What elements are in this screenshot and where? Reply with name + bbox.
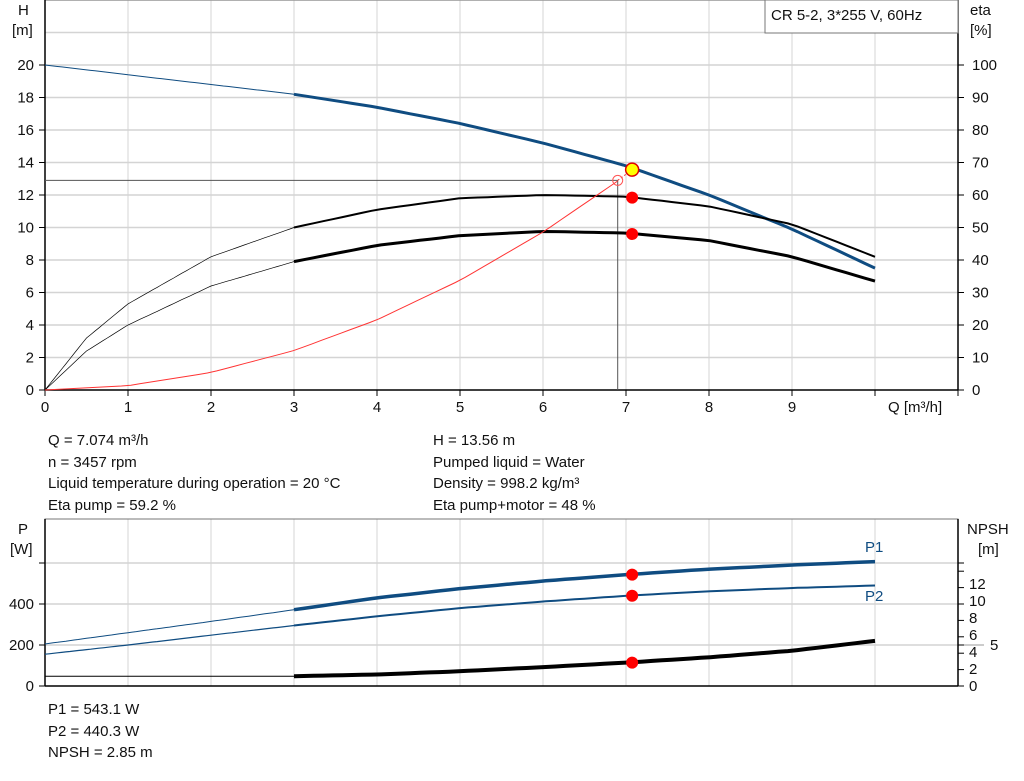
y-tick-label-right: 6 xyxy=(969,627,977,644)
density-value: Density = 998.2 kg/m³ xyxy=(433,475,580,492)
y-tick-label-left: 14 xyxy=(17,155,34,172)
y-tick-label-left: 8 xyxy=(26,252,34,269)
y-tick-label-right: 90 xyxy=(972,90,989,107)
H-curve xyxy=(293,92,876,270)
y-axis-unit-right: [%] xyxy=(970,22,992,39)
npsh-duty-marker xyxy=(626,656,639,669)
y-tick-label-left: 2 xyxy=(26,350,34,367)
eta_pump-curve-thin xyxy=(44,227,295,391)
duty-info-left: Q = 7.074 m³/h n = 3457 rpm Liquid tempe… xyxy=(48,430,340,516)
y-axis-unit-left: [m] xyxy=(12,22,33,39)
P2-curve-thin xyxy=(44,624,295,655)
x-tick-label: 1 xyxy=(124,399,132,416)
y-tick-label-right: 10 xyxy=(969,593,986,610)
x-tick-label: 7 xyxy=(622,399,630,416)
x-tick-label: 4 xyxy=(373,399,381,416)
legend-text: CR 5-2, 3*255 V, 60Hz xyxy=(771,7,922,24)
flow-value: Q = 7.074 m³/h xyxy=(48,432,149,449)
P1-curve xyxy=(293,559,876,612)
p2-value: P2 = 440.3 W xyxy=(48,722,140,740)
x-tick-label: 0 xyxy=(41,399,49,416)
y-tick-label-right: 50 xyxy=(972,220,989,237)
y-tick-label-left: 4 xyxy=(26,317,34,334)
liquid-value: Pumped liquid = Water xyxy=(433,453,585,471)
legend-box xyxy=(764,0,959,34)
y-tick-label-left: 20 xyxy=(17,57,34,74)
y-tick-label-right: 80 xyxy=(972,122,989,139)
y-tick-label-right: 0 xyxy=(969,678,977,695)
x-tick-label: 8 xyxy=(705,399,713,416)
npsh-value: NPSH = 2.85 m xyxy=(48,744,153,761)
y-tick-label-right: 4 xyxy=(969,644,977,661)
x-axis-label: Q [m³/h] xyxy=(888,399,942,416)
y-tick-label-right: 60 xyxy=(972,187,989,204)
y-axis-unit-left: [W] xyxy=(10,541,33,558)
x-tick-label: 6 xyxy=(539,399,547,416)
y-tick-label-left: 12 xyxy=(17,187,34,204)
npsh-curve xyxy=(293,638,876,679)
p1-series-label: P1 xyxy=(865,539,883,556)
y-tick-label-right: 30 xyxy=(972,285,989,302)
eta_total-curve-thin xyxy=(44,261,295,391)
y-tick-label-right: 100 xyxy=(972,57,997,74)
P1-curve-thin xyxy=(44,609,295,645)
eta-total-duty-marker xyxy=(626,228,639,240)
y-tick-label-left: 6 xyxy=(26,285,34,302)
temperature-value: Liquid temperature during operation = 20… xyxy=(48,475,341,492)
speed-value: n = 3457 rpm xyxy=(48,453,137,471)
y-tick-label-right: 10 xyxy=(972,350,989,367)
plot-frame xyxy=(44,518,959,687)
y-axis-label-right: NPSH xyxy=(967,521,1009,538)
eta_pump-curve xyxy=(293,194,876,258)
y-tick-label-left: 400 xyxy=(9,596,34,613)
y-tick-label-left: 16 xyxy=(17,122,34,139)
p1-value: P1 = 543.1 W xyxy=(48,701,140,718)
y-tick-label-right: 0 xyxy=(972,382,980,399)
p2-series-label: P2 xyxy=(865,588,883,605)
eta-pump-value: Eta pump = 59.2 % xyxy=(48,496,176,514)
requested-point-marker xyxy=(612,174,624,186)
y-tick-label-right: 20 xyxy=(972,317,989,334)
y-tick-label-right: 5 xyxy=(990,637,998,654)
duty-point-marker xyxy=(624,162,640,177)
y-tick-label-right: 40 xyxy=(972,252,989,269)
y-tick-label-right: 2 xyxy=(969,661,977,678)
x-tick-label: 3 xyxy=(290,399,298,416)
x-tick-label: 5 xyxy=(456,399,464,416)
x-tick-label: 9 xyxy=(788,399,796,416)
x-tick-label: 2 xyxy=(207,399,215,416)
performance-chart: 0 1 2 3 4 5 6 7 8 9024681012141618200102030405060… xyxy=(12,0,997,416)
y-tick-label-right: 12 xyxy=(969,576,986,593)
y-tick-label-left: 200 xyxy=(9,637,34,654)
y-axis-label-left: P xyxy=(18,521,28,538)
y-tick-label-left: 0 xyxy=(26,382,34,399)
y-tick-label-left: 18 xyxy=(17,90,34,107)
y-tick-label-left: 0 xyxy=(26,678,34,695)
p1-duty-marker xyxy=(626,568,639,581)
head-value: H = 13.56 m xyxy=(433,432,516,449)
duty-info-right: H = 13.56 m Pumped liquid = Water Densit… xyxy=(433,430,596,516)
y-axis-label-right: eta xyxy=(970,2,992,19)
system-curve-extension xyxy=(617,169,633,181)
eta_total-curve xyxy=(293,229,876,283)
y-axis-label-left: H xyxy=(18,2,29,19)
y-axis-unit-right: [m] xyxy=(978,541,999,558)
eta-total-value: Eta pump+motor = 48 % xyxy=(433,496,596,514)
eta-pump-duty-marker xyxy=(626,191,639,204)
y-tick-label-right: 70 xyxy=(972,155,989,172)
P2-curve xyxy=(293,584,876,627)
H-curve-thin xyxy=(44,64,295,95)
p2-duty-marker xyxy=(626,589,639,602)
power-info: P1 = 543.1 W P2 = 440.3 W NPSH = 2.85 m xyxy=(48,699,153,764)
system-curve xyxy=(44,180,618,391)
y-tick-label-left: 10 xyxy=(17,220,34,237)
y-tick-label-right: 8 xyxy=(969,610,977,627)
